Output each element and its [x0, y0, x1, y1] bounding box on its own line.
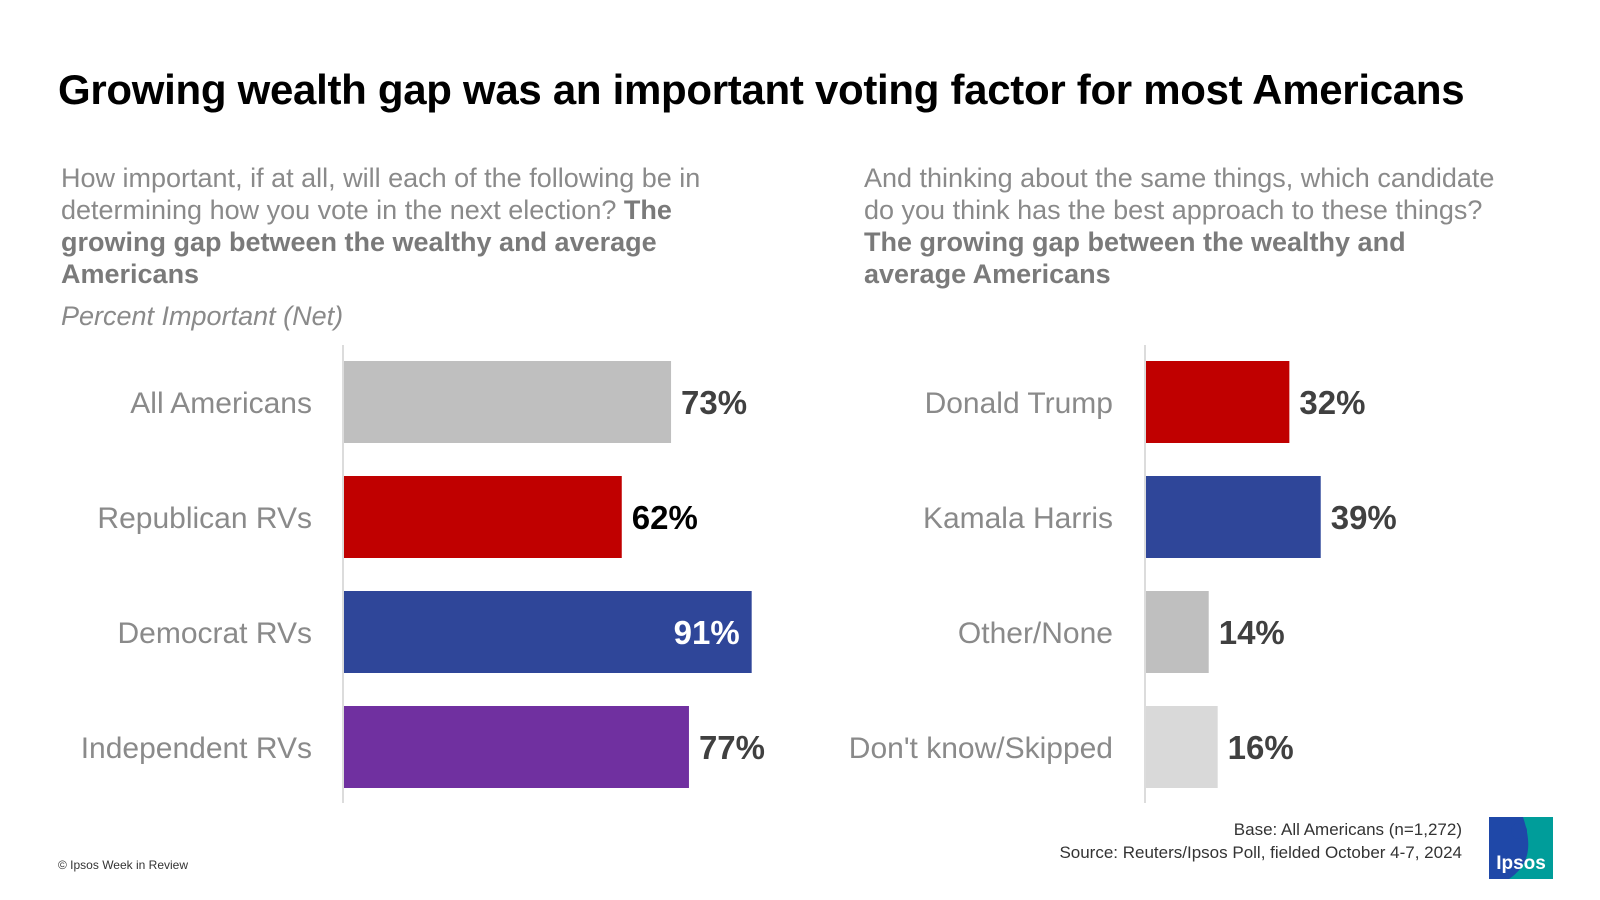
logo-head-shape	[1511, 823, 1527, 839]
right-bar-4	[1146, 706, 1218, 788]
left-value-label: 62%	[632, 499, 698, 536]
right-category-label: Don't know/Skipped	[849, 732, 1113, 765]
left-bar-1	[344, 361, 672, 443]
left-category-label: Republican RVs	[97, 502, 312, 535]
left-bar-3	[344, 591, 752, 673]
right-bar-1	[1146, 361, 1290, 443]
right-question: And thinking about the same things, whic…	[864, 162, 1514, 290]
chart-title: Growing wealth gap was an important voti…	[58, 66, 1465, 113]
right-category-label: Other/None	[958, 617, 1113, 650]
ipsos-logo: Ipsos	[1489, 817, 1553, 879]
left-category-label: All Americans	[130, 387, 312, 420]
left-bar-2	[344, 476, 622, 558]
left-value-label: 73%	[681, 384, 747, 421]
logo-teal-shape	[1509, 817, 1553, 879]
copyright: © Ipsos Week in Review	[58, 858, 189, 872]
left-question-bold: The growing gap between the wealthy and …	[61, 195, 672, 289]
footer-notes: Base: All Americans (n=1,272) Source: Re…	[1059, 818, 1462, 864]
right-category-label: Donald Trump	[925, 387, 1113, 420]
left-value-label: 77%	[699, 729, 765, 766]
logo-text: Ipsos	[1496, 853, 1546, 874]
left-bar-4	[344, 706, 689, 788]
right-value-label: 14%	[1219, 614, 1285, 651]
right-bar-chart: Donald Trump 32% Kamala Harris 39% Other/Non…	[849, 345, 1397, 803]
left-subtitle: Percent Important (Net)	[61, 301, 344, 331]
left-question: How important, if at all, will each of t…	[61, 162, 781, 290]
right-bar-2	[1146, 476, 1321, 558]
right-question-bold: The growing gap between the wealthy and …	[864, 227, 1406, 289]
left-category-label: Democrat RVs	[117, 617, 312, 650]
left-value-label: 91%	[674, 614, 740, 651]
right-value-label: 16%	[1228, 729, 1294, 766]
right-question-text: And thinking about the same things, whic…	[864, 163, 1495, 225]
base-note: Base: All Americans (n=1,272)	[1233, 820, 1462, 839]
right-bar-3	[1146, 591, 1209, 673]
left-question-text: How important, if at all, will each of t…	[61, 163, 701, 225]
left-bar-chart: All Americans 73% Republican RVs 62% Democra…	[81, 345, 765, 803]
right-value-label: 39%	[1331, 499, 1397, 536]
source-note: Source: Reuters/Ipsos Poll, fielded Octo…	[1059, 843, 1462, 862]
right-value-label: 32%	[1299, 384, 1365, 421]
left-category-label: Independent RVs	[81, 732, 312, 765]
right-category-label: Kamala Harris	[923, 502, 1113, 535]
